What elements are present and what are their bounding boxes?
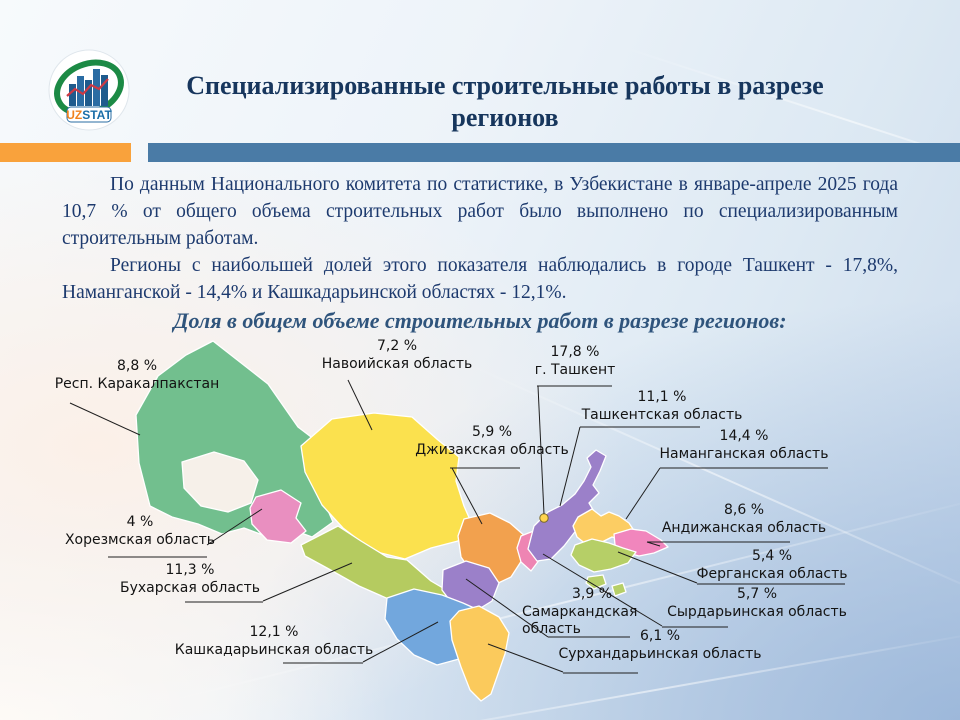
label-surkhandarya: 6,1 % Сурхандарьинская область — [558, 628, 762, 662]
label-karakalpakstan: 8,8 % Респ. Каракалпакстан — [54, 358, 220, 392]
label-andijan: 8,6 % Андижанская область — [661, 502, 827, 536]
label-kashkadarya: 12,1 % Кашкадарьинская область — [174, 624, 374, 658]
region-samarkand — [441, 560, 500, 613]
logo-wordmark: UZSTAT — [66, 108, 112, 122]
label-jizzakh: 5,9 % Джизакская область — [415, 424, 569, 458]
label-underlines — [108, 385, 845, 674]
label-leader-lines — [69, 379, 698, 673]
header-orange-bar — [0, 143, 131, 162]
region-surkhandarya — [449, 605, 510, 702]
label-samarkand: 3,9 % Самаркандская область — [522, 586, 638, 637]
region-tashkent — [527, 449, 607, 562]
region-navoi — [300, 412, 472, 560]
tashkent-city-dot — [539, 513, 549, 523]
paragraph-2: Регионы с наибольшей долей этого показат… — [62, 255, 898, 303]
logo-trend-line — [66, 78, 109, 97]
region-fergana — [570, 538, 637, 573]
body-text: По данным Национального комитета по стат… — [62, 171, 898, 306]
label-khorezm: 4 % Хорезмская область — [64, 514, 216, 548]
label-tashkent-city: 17,8 % г. Ташкент — [534, 344, 616, 378]
region-fergana-island — [585, 574, 607, 590]
uzstat-logo: UZSTAT — [48, 49, 130, 131]
label-syrdarya: 5,7 % Сырдарьинская область — [667, 586, 847, 620]
label-navoi: 7,2 % Навоийская область — [321, 338, 473, 372]
header-blue-bar — [148, 143, 960, 162]
label-fergana: 5,4 % Ферганская область — [696, 548, 848, 582]
label-tashkent-region: 11,1 % Ташкентская область — [581, 389, 743, 423]
label-bukhara: 11,3 % Бухарская область — [119, 562, 261, 596]
paragraph-1: По данным Национального комитета по стат… — [62, 174, 898, 249]
label-namangan: 14,4 % Наманганская область — [659, 428, 829, 462]
slide-title: Специализированные строительные работы в… — [186, 71, 824, 132]
map-title: Доля в общем объеме строительных работ в… — [173, 308, 787, 333]
lake-area — [181, 451, 259, 513]
region-fergana-island — [611, 582, 627, 597]
